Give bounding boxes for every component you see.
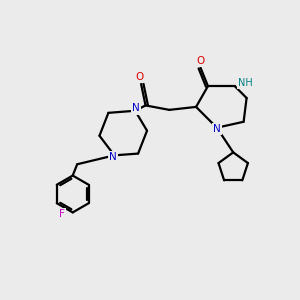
Text: O: O bbox=[136, 72, 144, 82]
Text: N: N bbox=[109, 152, 117, 162]
Text: N: N bbox=[213, 124, 221, 134]
Text: F: F bbox=[58, 209, 64, 219]
Text: NH: NH bbox=[238, 78, 253, 88]
Text: N: N bbox=[132, 103, 140, 113]
Text: O: O bbox=[196, 56, 205, 66]
